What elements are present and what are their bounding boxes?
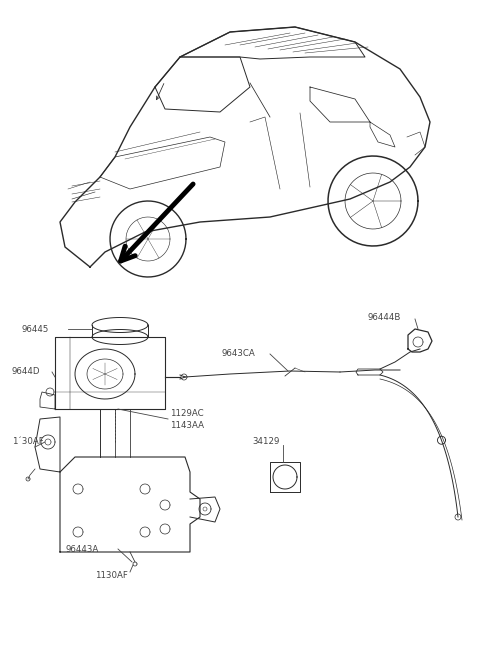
Text: 1´30AF: 1´30AF (12, 438, 44, 447)
Text: 1130AF: 1130AF (95, 570, 128, 579)
Text: 1129AC: 1129AC (170, 409, 204, 419)
Text: 96443A: 96443A (65, 545, 98, 553)
Text: 9643CA: 9643CA (222, 350, 256, 359)
Text: 9644D: 9644D (12, 367, 40, 376)
Text: 1143AA: 1143AA (170, 420, 204, 430)
Text: 34129: 34129 (252, 438, 279, 447)
Text: 96444B: 96444B (368, 313, 401, 321)
Text: 96445: 96445 (22, 325, 49, 334)
